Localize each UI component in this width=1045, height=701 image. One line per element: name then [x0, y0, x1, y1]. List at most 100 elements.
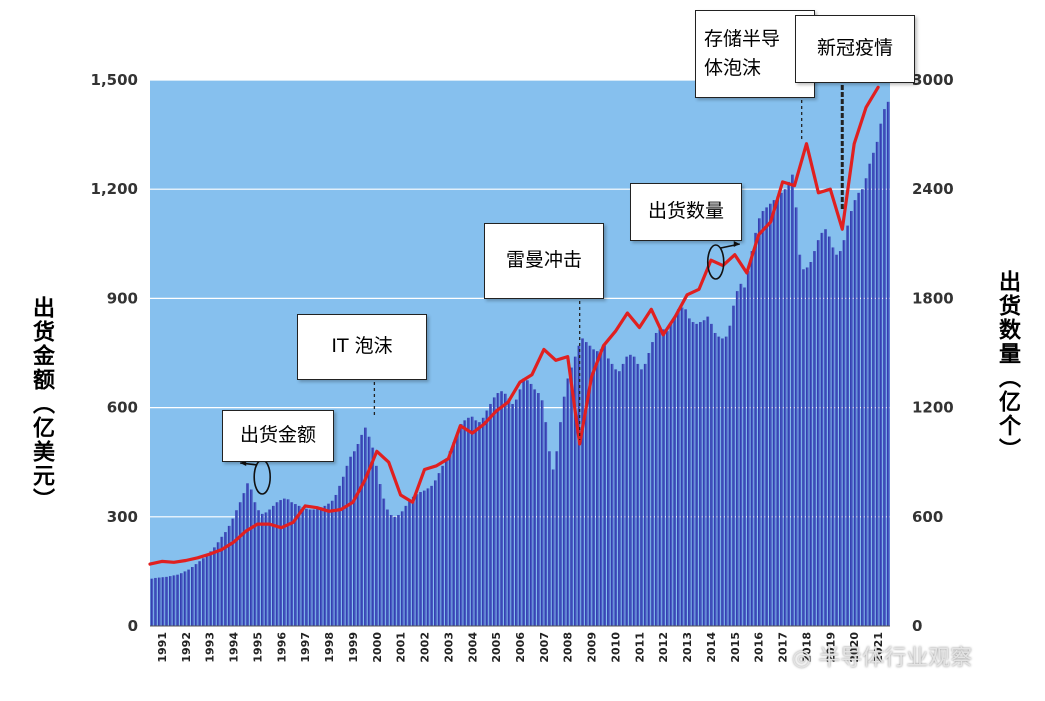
- bar-highlight: [310, 509, 312, 626]
- bar: [728, 325, 732, 626]
- bar-highlight: [214, 547, 216, 626]
- x-tick-label: 1993: [204, 632, 217, 663]
- bar: [496, 393, 500, 626]
- bar-highlight: [464, 420, 466, 626]
- bar: [507, 398, 511, 626]
- bar-highlight: [221, 536, 223, 626]
- bar: [809, 262, 813, 626]
- bar: [209, 551, 213, 626]
- bar: [761, 211, 765, 627]
- callout-lehman-text: 雷曼冲击: [505, 249, 582, 272]
- bar: [853, 200, 857, 626]
- bar-highlight: [648, 353, 650, 626]
- bar-highlight: [218, 542, 220, 626]
- bar: [235, 510, 238, 626]
- bar: [202, 558, 205, 626]
- bar: [404, 505, 408, 626]
- bar-highlight: [851, 211, 853, 627]
- bar: [257, 510, 260, 626]
- bar-highlight: [726, 336, 728, 626]
- bar-highlight: [394, 516, 396, 626]
- y-tick-right: 600: [912, 508, 943, 526]
- bar-highlight: [240, 502, 242, 626]
- bar: [647, 353, 651, 626]
- bar-highlight: [560, 422, 562, 626]
- x-tick-label: 2021: [872, 632, 885, 663]
- bar: [389, 514, 393, 626]
- bar-highlight: [306, 508, 308, 626]
- bar: [625, 356, 629, 626]
- bar-highlight: [269, 509, 271, 626]
- bar: [242, 493, 246, 626]
- bar: [290, 502, 294, 626]
- callout-amount: 出货金额: [222, 410, 334, 462]
- bar-highlight: [277, 502, 278, 626]
- bar: [172, 575, 176, 626]
- bar-highlight: [818, 240, 820, 626]
- bar: [621, 363, 625, 626]
- bar: [592, 349, 595, 626]
- bar-highlight: [479, 422, 481, 626]
- bar: [658, 329, 662, 626]
- bar: [665, 331, 669, 626]
- bar-highlight: [490, 403, 492, 626]
- bar: [684, 309, 687, 626]
- bar: [297, 505, 301, 626]
- bar: [452, 442, 456, 626]
- bar: [643, 363, 647, 626]
- x-tick-label: 2014: [705, 632, 718, 663]
- bar: [651, 342, 654, 626]
- bar: [371, 447, 375, 626]
- bar-highlight: [494, 397, 496, 626]
- bar: [165, 576, 168, 626]
- bar-highlight: [258, 510, 260, 626]
- bar: [607, 358, 610, 626]
- bar: [161, 577, 165, 626]
- x-tick-label: 2011: [633, 632, 646, 663]
- bar-highlight: [755, 232, 757, 626]
- bar-highlight: [321, 507, 323, 626]
- bar: [364, 427, 367, 626]
- bar-highlight: [693, 322, 694, 626]
- bar-highlight: [575, 356, 577, 626]
- watermark: ◎ 半导体行业观察: [792, 640, 972, 672]
- bar-highlight: [328, 503, 330, 626]
- bar: [441, 465, 445, 626]
- bar-highlight: [571, 367, 573, 626]
- bar: [838, 251, 842, 626]
- bar: [739, 283, 743, 626]
- bar: [434, 480, 437, 626]
- bar-highlight: [774, 200, 775, 626]
- bar-highlight: [744, 287, 746, 626]
- bar: [437, 473, 441, 626]
- x-tick-label: 1991: [156, 632, 169, 663]
- bar: [879, 123, 883, 627]
- bar-highlight: [637, 363, 639, 626]
- bar-highlight: [475, 420, 477, 626]
- bar-highlight: [185, 571, 186, 626]
- bar-highlight: [498, 393, 499, 626]
- bar-highlight: [520, 389, 521, 626]
- y-tick-left: 300: [107, 508, 138, 526]
- bar-highlight: [663, 329, 665, 626]
- bar: [868, 163, 872, 626]
- bar: [548, 451, 551, 626]
- bar: [503, 393, 507, 626]
- x-tick-label: 2013: [681, 632, 694, 663]
- bar-highlight: [829, 236, 831, 626]
- bar: [459, 423, 463, 626]
- bar-highlight: [336, 494, 337, 626]
- bar-highlight: [810, 262, 812, 626]
- bar: [676, 309, 680, 626]
- bar-highlight: [807, 267, 809, 626]
- bar-highlight: [361, 434, 363, 626]
- bar: [813, 251, 816, 626]
- bar-highlight: [365, 427, 367, 626]
- bar: [375, 465, 378, 626]
- callout-amount-text: 出货金额: [239, 424, 316, 447]
- bar: [555, 451, 559, 626]
- bar: [198, 561, 202, 626]
- bar: [191, 567, 194, 626]
- callout-memory-bubble-line1: 存储半导: [704, 27, 781, 50]
- bar: [463, 420, 467, 626]
